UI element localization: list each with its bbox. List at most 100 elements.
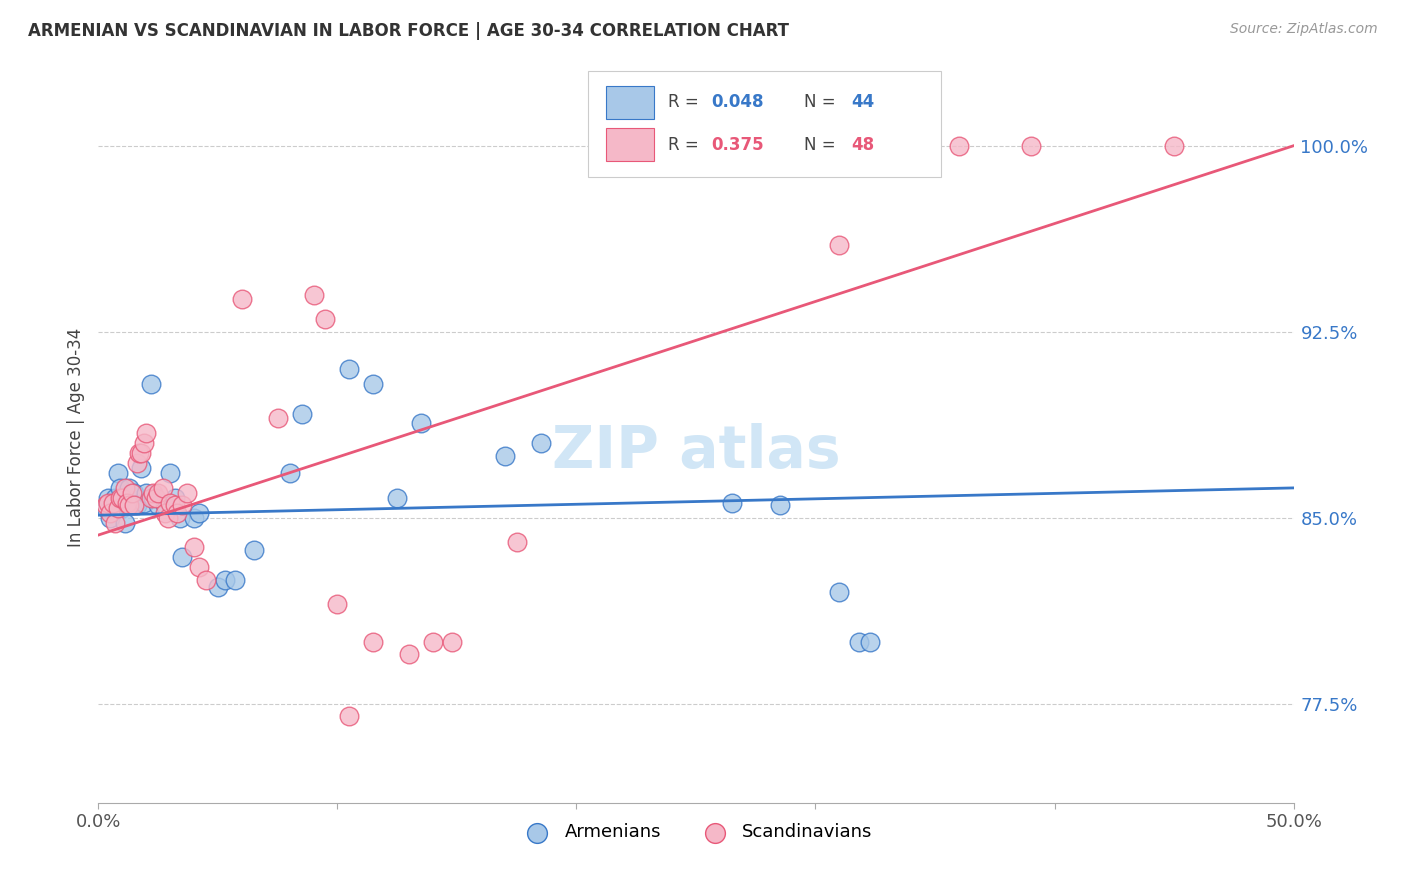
Point bbox=[166, 506, 188, 520]
Point bbox=[506, 535, 529, 549]
Point bbox=[363, 634, 385, 648]
Point bbox=[363, 376, 385, 391]
Point bbox=[148, 498, 170, 512]
Point bbox=[172, 550, 194, 565]
Point bbox=[108, 481, 131, 495]
Point bbox=[398, 647, 420, 661]
Text: 0.375: 0.375 bbox=[711, 136, 763, 153]
Point bbox=[422, 634, 444, 648]
Point bbox=[97, 496, 120, 510]
Point bbox=[385, 491, 409, 505]
Point bbox=[183, 541, 205, 555]
Point bbox=[125, 498, 148, 512]
Point bbox=[267, 411, 290, 425]
Point bbox=[145, 491, 167, 505]
Point bbox=[172, 498, 194, 512]
Point bbox=[139, 491, 162, 505]
Point bbox=[107, 466, 129, 480]
Point bbox=[104, 491, 127, 505]
Point bbox=[214, 573, 236, 587]
Point bbox=[1019, 138, 1042, 153]
Point bbox=[101, 496, 124, 510]
Point bbox=[207, 580, 229, 594]
Point bbox=[156, 510, 179, 524]
Point bbox=[155, 498, 177, 512]
Point bbox=[121, 486, 143, 500]
Point bbox=[224, 573, 246, 587]
Point bbox=[828, 238, 851, 252]
Point bbox=[315, 312, 337, 326]
Text: R =: R = bbox=[668, 93, 704, 112]
Point bbox=[441, 634, 464, 648]
Point bbox=[163, 491, 186, 505]
Point bbox=[107, 500, 129, 515]
Point bbox=[135, 426, 157, 441]
Point bbox=[163, 498, 186, 512]
Point bbox=[231, 293, 253, 307]
FancyBboxPatch shape bbox=[606, 86, 654, 119]
Point bbox=[124, 486, 146, 500]
Point bbox=[411, 417, 433, 431]
Point bbox=[108, 491, 131, 505]
Point bbox=[302, 287, 325, 301]
Point bbox=[494, 449, 516, 463]
Point bbox=[948, 138, 970, 153]
Point bbox=[142, 486, 165, 500]
Point bbox=[98, 510, 122, 524]
Text: ZIP atlas: ZIP atlas bbox=[551, 423, 841, 480]
Point bbox=[828, 585, 851, 599]
Point bbox=[104, 516, 127, 530]
Point bbox=[132, 436, 155, 450]
Legend: Armenians, Scandinavians: Armenians, Scandinavians bbox=[512, 816, 880, 848]
Point bbox=[115, 498, 138, 512]
Point bbox=[721, 496, 744, 510]
Point bbox=[159, 496, 181, 510]
FancyBboxPatch shape bbox=[606, 128, 654, 161]
Point bbox=[139, 376, 162, 391]
Point bbox=[169, 510, 191, 524]
Point bbox=[125, 456, 148, 470]
Point bbox=[114, 481, 136, 495]
Point bbox=[152, 481, 174, 495]
Text: N =: N = bbox=[804, 136, 841, 153]
Point bbox=[142, 491, 165, 505]
Point bbox=[97, 491, 120, 505]
Point bbox=[326, 598, 349, 612]
Point bbox=[135, 486, 157, 500]
Point bbox=[859, 634, 882, 648]
Point bbox=[155, 506, 177, 520]
Point bbox=[291, 407, 314, 421]
Text: Source: ZipAtlas.com: Source: ZipAtlas.com bbox=[1230, 22, 1378, 37]
Text: 0.048: 0.048 bbox=[711, 93, 763, 112]
Point bbox=[278, 466, 301, 480]
Point bbox=[768, 498, 790, 512]
Point bbox=[187, 506, 209, 520]
Point bbox=[118, 498, 141, 512]
Point bbox=[121, 498, 143, 512]
Text: 44: 44 bbox=[852, 93, 875, 112]
Point bbox=[111, 491, 134, 505]
Point bbox=[243, 542, 266, 557]
Point bbox=[124, 498, 146, 512]
Point bbox=[115, 496, 138, 510]
Text: R =: R = bbox=[668, 136, 704, 153]
Point bbox=[530, 436, 553, 450]
Point bbox=[339, 362, 361, 376]
Point bbox=[176, 486, 198, 500]
Point bbox=[339, 709, 361, 723]
Point bbox=[94, 500, 117, 515]
Point bbox=[94, 498, 117, 512]
Point bbox=[114, 516, 136, 530]
Point bbox=[131, 461, 153, 475]
Text: ARMENIAN VS SCANDINAVIAN IN LABOR FORCE | AGE 30-34 CORRELATION CHART: ARMENIAN VS SCANDINAVIAN IN LABOR FORCE … bbox=[28, 22, 789, 40]
Text: 48: 48 bbox=[852, 136, 875, 153]
Point bbox=[132, 496, 155, 510]
Y-axis label: In Labor Force | Age 30-34: In Labor Force | Age 30-34 bbox=[66, 327, 84, 547]
Point bbox=[131, 446, 153, 460]
Point bbox=[128, 446, 150, 460]
Text: N =: N = bbox=[804, 93, 841, 112]
Point bbox=[118, 481, 141, 495]
Point bbox=[848, 634, 870, 648]
Point bbox=[101, 496, 124, 510]
Point bbox=[183, 510, 205, 524]
